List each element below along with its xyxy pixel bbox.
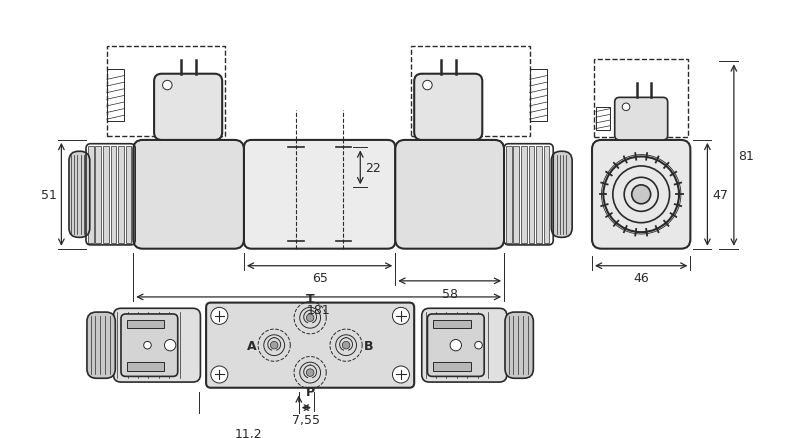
Bar [126,362,165,371]
FancyBboxPatch shape [422,309,507,382]
Text: 81: 81 [738,149,754,162]
Text: 181: 181 [306,303,330,316]
Bar [95,146,101,244]
Bar [433,320,471,328]
Circle shape [306,369,314,377]
FancyBboxPatch shape [134,141,244,249]
Bar [103,146,109,244]
Circle shape [211,366,228,383]
Text: 46: 46 [634,272,649,285]
Bar [411,47,530,137]
Text: 7,55: 7,55 [292,413,320,426]
Text: 11,2: 11,2 [235,427,262,438]
Bar [596,108,610,131]
Text: 47: 47 [712,188,728,201]
Bar [106,70,124,122]
Circle shape [622,104,630,111]
FancyBboxPatch shape [427,314,484,377]
Text: B: B [364,339,374,352]
Bar [536,146,542,244]
Bar [110,146,116,244]
Circle shape [162,81,172,91]
FancyBboxPatch shape [114,309,201,382]
Circle shape [144,342,151,349]
Circle shape [393,307,410,325]
Bar [506,146,512,244]
Text: 65: 65 [312,272,327,285]
FancyBboxPatch shape [154,74,222,141]
Bar [126,146,131,244]
FancyBboxPatch shape [505,312,534,378]
FancyBboxPatch shape [121,314,178,377]
Circle shape [422,81,432,91]
Circle shape [342,342,350,349]
Bar [106,47,225,137]
FancyBboxPatch shape [244,141,395,249]
FancyBboxPatch shape [395,141,504,249]
Circle shape [632,185,650,204]
Text: 58: 58 [442,287,458,300]
Bar [118,146,124,244]
Circle shape [165,340,176,351]
Text: A: A [246,339,256,352]
FancyBboxPatch shape [614,98,668,141]
Circle shape [393,366,410,383]
FancyBboxPatch shape [206,303,414,388]
Circle shape [474,342,482,349]
Bar [126,320,165,328]
Bar [544,146,550,244]
Text: T: T [306,293,314,306]
Bar [433,362,471,371]
Text: P: P [306,385,314,398]
Bar [88,146,94,244]
Circle shape [306,314,314,322]
Text: 51: 51 [41,188,57,201]
Circle shape [450,340,462,351]
FancyBboxPatch shape [87,312,115,378]
FancyBboxPatch shape [592,141,690,249]
Text: 22: 22 [365,162,381,174]
Bar [530,70,546,122]
Circle shape [211,307,228,325]
FancyBboxPatch shape [414,74,482,141]
Bar [514,146,519,244]
FancyBboxPatch shape [69,152,90,238]
FancyBboxPatch shape [551,152,572,238]
Bar [594,60,689,138]
Bar [529,146,534,244]
Circle shape [270,342,278,349]
Bar [521,146,526,244]
